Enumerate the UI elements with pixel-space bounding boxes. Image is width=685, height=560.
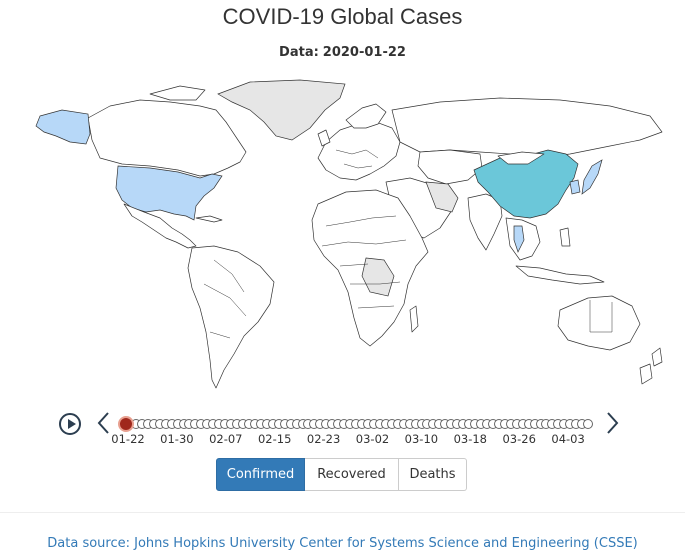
uk [317,129,331,147]
madagascar [409,305,419,333]
south-america [187,245,275,389]
india [467,193,503,251]
timeline-date-label: 03-10 [404,432,439,446]
timeline-current-marker[interactable] [118,416,134,432]
scandinavia [345,103,387,129]
indonesia [515,265,605,285]
china [473,149,579,219]
japan [581,159,603,195]
data-source-link[interactable]: Data source: Johns Hopkins University Ce… [47,536,638,551]
chevron-right-icon [607,412,619,434]
timeline-date-label: 01-30 [160,432,194,446]
timeline-date-label: 02-15 [257,432,292,446]
recovered-button[interactable]: Recovered [305,458,399,491]
australia [557,295,641,351]
timeline-slider[interactable] [118,416,598,432]
mexico [123,203,197,249]
timeline-date-label: 02-07 [209,432,243,446]
mongolia [497,151,545,165]
iran [425,181,459,213]
date-prefix: Data: [279,45,319,60]
timeline-date-label: 02-23 [306,432,341,446]
central-asia [417,149,483,185]
new-zealand [651,347,663,367]
timeline-date-label: 01-22 [111,432,145,446]
philippines [559,227,571,247]
africa-grey [361,257,395,297]
timeline-date-label: 03-02 [355,432,390,446]
caribbean [195,215,223,223]
footer-divider [0,512,685,513]
current-date-label: Data: 2020-01-22 [0,45,685,60]
confirmed-button[interactable]: Confirmed [216,458,305,491]
deaths-button[interactable]: Deaths [399,458,467,491]
chart-title: COVID-19 Global Cases [222,4,463,29]
south-korea [569,179,581,195]
europe [317,121,401,181]
arctic-islands [149,85,206,101]
date-value: 2020-01-22 [322,45,406,60]
new-zealand-south [639,363,653,385]
timeline-date-label: 03-26 [502,432,536,446]
thailand [513,225,525,253]
chevron-left-icon [97,412,109,434]
alaska [35,109,91,145]
greenland [217,79,346,141]
next-date-button[interactable] [606,409,620,437]
metric-toggle: Confirmed Recovered Deaths [216,458,467,491]
play-button[interactable] [59,413,81,435]
timeline-tick[interactable] [583,419,594,429]
russia [391,97,663,159]
timeline-date-label: 03-18 [453,432,487,446]
timeline-date-label: 04-03 [551,432,585,446]
world-map [35,79,663,389]
canada [87,99,247,177]
prev-date-button[interactable] [96,409,110,437]
play-icon [68,419,76,429]
